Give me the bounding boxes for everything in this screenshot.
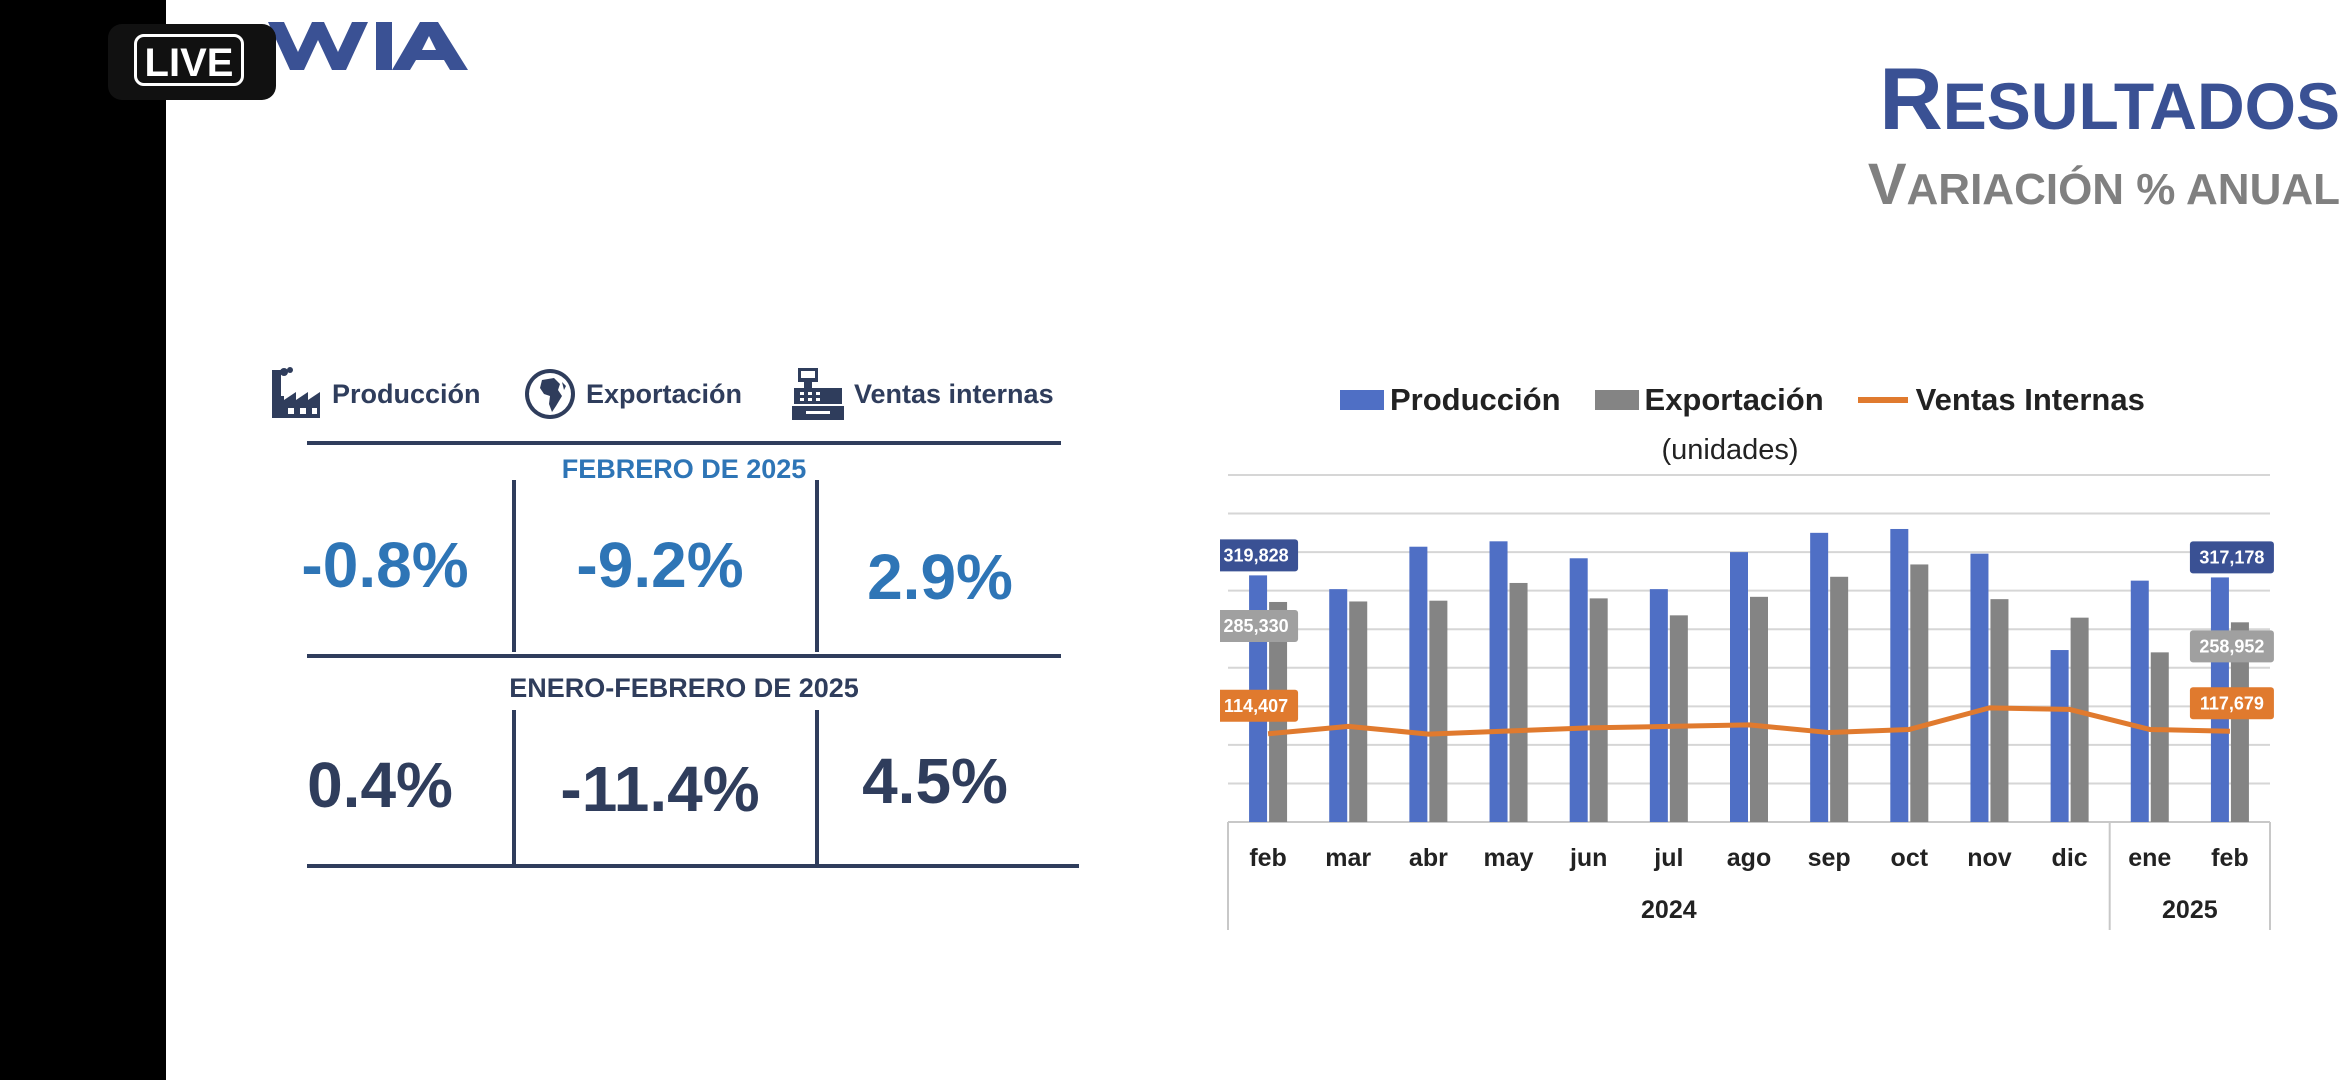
factory-icon bbox=[272, 367, 320, 418]
x-tick-label: abr bbox=[1409, 844, 1448, 872]
kpi-divider bbox=[512, 480, 516, 652]
legend-swatch bbox=[1340, 390, 1384, 410]
bar-exportacion bbox=[2230, 622, 2249, 822]
data-label-box bbox=[1220, 609, 1299, 642]
bar-exportacion bbox=[1429, 600, 1448, 822]
kpi-value-ventas-feb: 2.9% bbox=[867, 541, 1013, 613]
brand-logo bbox=[268, 22, 468, 70]
bar-exportacion bbox=[1990, 599, 2009, 822]
legend-item-ventas: Ventas Internas bbox=[1857, 382, 2145, 418]
bar-exportacion bbox=[1589, 598, 1608, 822]
bar-produccion bbox=[1569, 558, 1588, 822]
kpi-header-exportacion: Exportación bbox=[522, 364, 742, 424]
data-label: 117,679 bbox=[2200, 693, 2264, 713]
line-ventas-internas bbox=[1267, 705, 2230, 737]
kpi-divider bbox=[512, 710, 516, 866]
bar-produccion bbox=[1489, 541, 1508, 822]
data-label: 285,330 bbox=[1224, 616, 1289, 636]
x-tick-label: dic bbox=[2052, 844, 2088, 872]
bar-exportacion bbox=[1669, 615, 1688, 822]
data-label-box bbox=[2189, 687, 2274, 720]
x-tick-label: jun bbox=[1569, 844, 1608, 872]
x-tick-label: jul bbox=[1653, 844, 1683, 872]
kpi-bottom-rule bbox=[307, 864, 1079, 868]
kpi-top-rule bbox=[307, 441, 1061, 445]
period-label-febrero: FEBRERO DE 2025 bbox=[561, 454, 807, 484]
bar-produccion bbox=[1970, 553, 1989, 822]
bar-exportacion bbox=[2150, 652, 2169, 822]
x-tick-label: feb bbox=[2211, 844, 2249, 872]
x-tick-label: may bbox=[1484, 844, 1534, 872]
bar-exportacion bbox=[2070, 617, 2089, 822]
bar-produccion bbox=[2130, 580, 2149, 822]
kpi-value-produccion-feb: -0.8% bbox=[301, 529, 469, 601]
data-label: 319,828 bbox=[1224, 545, 1289, 565]
kpi-middle-rule bbox=[307, 654, 1061, 658]
period-label-enero-febrero: ENERO-FEBRERO DE 2025 bbox=[509, 673, 859, 703]
kpi-divider bbox=[815, 480, 819, 652]
year-label: 2025 bbox=[2162, 896, 2218, 924]
globe-icon bbox=[525, 369, 575, 419]
bar-line-chart: feb mar abr may jun jul ago sep oct nov dic ene feb 2… bbox=[1220, 474, 2274, 930]
legend-item-produccion: Producción bbox=[1340, 382, 1561, 418]
data-label-box bbox=[2189, 541, 2274, 574]
page-subtitle: VARIACIÓN % ANUAL bbox=[1867, 152, 2340, 217]
x-tick-label: mar bbox=[1325, 844, 1371, 872]
bar-produccion bbox=[2050, 650, 2069, 822]
live-badge: LIVE bbox=[108, 24, 276, 100]
kpi-value-exportacion-acum: -11.4% bbox=[560, 753, 760, 825]
bar-exportacion bbox=[1750, 596, 1768, 822]
bar-exportacion bbox=[1509, 582, 1528, 822]
bar-produccion bbox=[1810, 532, 1829, 822]
bar-exportacion bbox=[1349, 601, 1368, 822]
kpi-header-produccion: Producción bbox=[268, 364, 481, 424]
legend-swatch bbox=[1594, 390, 1639, 410]
data-label: 258,952 bbox=[2199, 636, 2264, 656]
bar-produccion bbox=[1329, 589, 1348, 822]
x-tick-label: ago bbox=[1727, 844, 1771, 872]
kpi-value-produccion-acum: 0.4% bbox=[307, 749, 453, 821]
data-label: 114,407 bbox=[1224, 696, 1288, 716]
data-label-box bbox=[1220, 539, 1299, 572]
bar-produccion bbox=[1649, 589, 1668, 822]
x-tick-label: nov bbox=[1967, 844, 2012, 872]
kpi-value-exportacion-feb: -9.2% bbox=[576, 529, 744, 601]
x-tick-label: oct bbox=[1891, 844, 1929, 872]
x-tick-label: feb bbox=[1249, 844, 1287, 872]
bar-produccion bbox=[1409, 546, 1428, 822]
cash-register-icon bbox=[792, 368, 844, 420]
bar-produccion bbox=[1890, 528, 1909, 822]
data-label-box bbox=[1220, 689, 1299, 722]
bar-exportacion bbox=[1910, 564, 1929, 822]
data-label: 317,178 bbox=[2199, 547, 2264, 567]
x-tick-label: ene bbox=[2128, 844, 2171, 872]
kpi-header-ventas: Ventas internas bbox=[790, 364, 1054, 424]
page-title: RESULTADOS bbox=[1879, 49, 2340, 148]
bar-produccion bbox=[1730, 552, 1748, 822]
left-black-bar bbox=[0, 0, 166, 1080]
live-label: LIVE bbox=[134, 34, 244, 86]
chart-units: (unidades) bbox=[1661, 434, 1799, 466]
legend-item-exportacion: Exportación bbox=[1594, 382, 1824, 418]
x-tick-label: sep bbox=[1808, 844, 1851, 872]
kpi-value-ventas-acum: 4.5% bbox=[862, 745, 1008, 817]
data-label-box bbox=[2189, 630, 2274, 663]
chart-legend: Producción Exportación Ventas Internas bbox=[1340, 382, 2179, 418]
bar-exportacion bbox=[1830, 576, 1849, 822]
year-label: 2024 bbox=[1641, 896, 1697, 924]
legend-line bbox=[1857, 397, 1908, 403]
kpi-divider bbox=[815, 710, 819, 866]
